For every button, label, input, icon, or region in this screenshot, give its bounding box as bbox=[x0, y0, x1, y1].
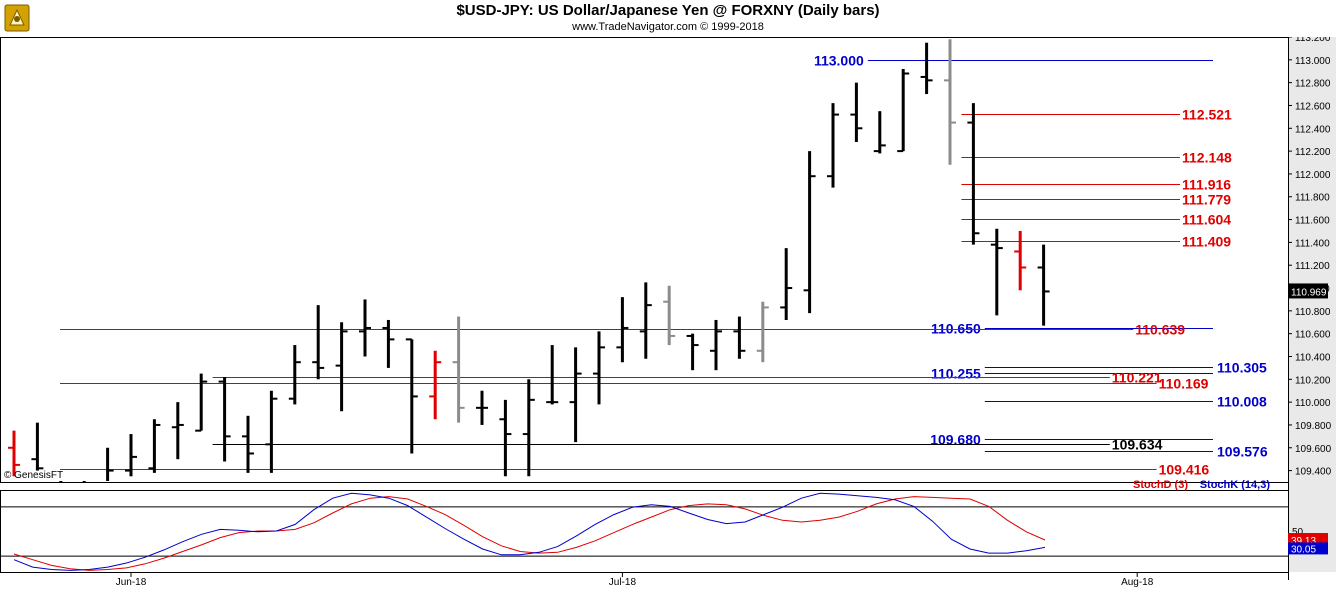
y-tick-label: 110.600 bbox=[1295, 330, 1331, 341]
chart-header: $USD-JPY: US Dollar/Japanese Yen @ FORXN… bbox=[0, 0, 1336, 37]
stoch-tick-label: 50 bbox=[1292, 527, 1304, 538]
stoch-panel-frame bbox=[0, 490, 1289, 573]
level-label: 110.008 bbox=[1217, 394, 1267, 410]
y-tick-label: 109.600 bbox=[1295, 444, 1332, 455]
level-label: 111.409 bbox=[1182, 234, 1231, 250]
chart-subtitle: www.TradeNavigator.com © 1999-2018 bbox=[572, 21, 764, 33]
level-label: 111.779 bbox=[1182, 192, 1231, 208]
trade-navigator-logo-icon bbox=[4, 4, 30, 37]
y-tick-label: 112.200 bbox=[1295, 147, 1331, 158]
y-tick-label: 113.000 bbox=[1295, 56, 1331, 67]
level-label: 109.680 bbox=[930, 432, 981, 448]
y-tick-label: 113.200 bbox=[1295, 33, 1331, 44]
y-tick-label: 112.000 bbox=[1295, 170, 1331, 181]
x-tick-label: Aug-18 bbox=[1121, 577, 1154, 588]
y-tick-label: 109.400 bbox=[1295, 467, 1332, 478]
level-label: 111.916 bbox=[1182, 177, 1231, 193]
y-tick-label: 110.000 bbox=[1295, 398, 1331, 409]
stochk-value-label: 30.05 bbox=[1291, 544, 1316, 555]
x-tick-label: Jul-18 bbox=[609, 577, 637, 588]
y-tick-label: 112.400 bbox=[1295, 124, 1331, 135]
level-label: 112.521 bbox=[1182, 107, 1232, 123]
y-tick-label: 110.200 bbox=[1295, 375, 1331, 386]
y-tick-label: 110.800 bbox=[1295, 307, 1331, 318]
y-tick-label: 109.800 bbox=[1295, 421, 1332, 432]
level-label: 111.604 bbox=[1182, 212, 1231, 228]
x-tick-label: Jun-18 bbox=[116, 577, 147, 588]
y-tick-label: 110.400 bbox=[1295, 352, 1331, 363]
stoch-series-line bbox=[13, 492, 1046, 571]
y-tick-label: 111.200 bbox=[1295, 261, 1330, 272]
axis-background bbox=[1288, 37, 1336, 572]
price-panel-frame bbox=[0, 37, 1289, 483]
level-label: 110.221 bbox=[1112, 370, 1162, 386]
level-label: 110.255 bbox=[931, 366, 981, 382]
y-tick-label: 112.600 bbox=[1295, 101, 1331, 112]
y-tick-label: 112.800 bbox=[1295, 79, 1331, 90]
watermark-label: © GenesisFT bbox=[4, 470, 63, 481]
level-label: 109.634 bbox=[1112, 437, 1163, 453]
level-label: 110.169 bbox=[1159, 376, 1209, 392]
level-label: 113.000 bbox=[814, 53, 864, 69]
level-label: 112.148 bbox=[1182, 150, 1232, 166]
level-label: 109.576 bbox=[1217, 444, 1268, 460]
y-tick-label: 111.400 bbox=[1295, 238, 1330, 249]
level-label: 110.650 bbox=[931, 321, 981, 337]
stochk-value-box bbox=[1288, 542, 1328, 555]
y-tick-label: 111.800 bbox=[1295, 193, 1330, 204]
stoch-series-line bbox=[13, 496, 1046, 571]
level-label: 110.639 bbox=[1135, 322, 1185, 338]
level-label: 109.416 bbox=[1159, 462, 1210, 478]
y-tick-label: 111.600 bbox=[1295, 216, 1330, 227]
chart-title: $USD-JPY: US Dollar/Japanese Yen @ FORXN… bbox=[456, 2, 880, 19]
stochk-label: StochK (14,3) bbox=[1200, 479, 1271, 491]
level-label: 110.305 bbox=[1217, 360, 1267, 376]
last-price-box bbox=[1288, 283, 1328, 299]
stochd-value-label: 39.13 bbox=[1291, 536, 1316, 547]
last-price-label: 110.969 bbox=[1291, 287, 1327, 298]
stochd-label: StochD (3) bbox=[1133, 479, 1188, 491]
